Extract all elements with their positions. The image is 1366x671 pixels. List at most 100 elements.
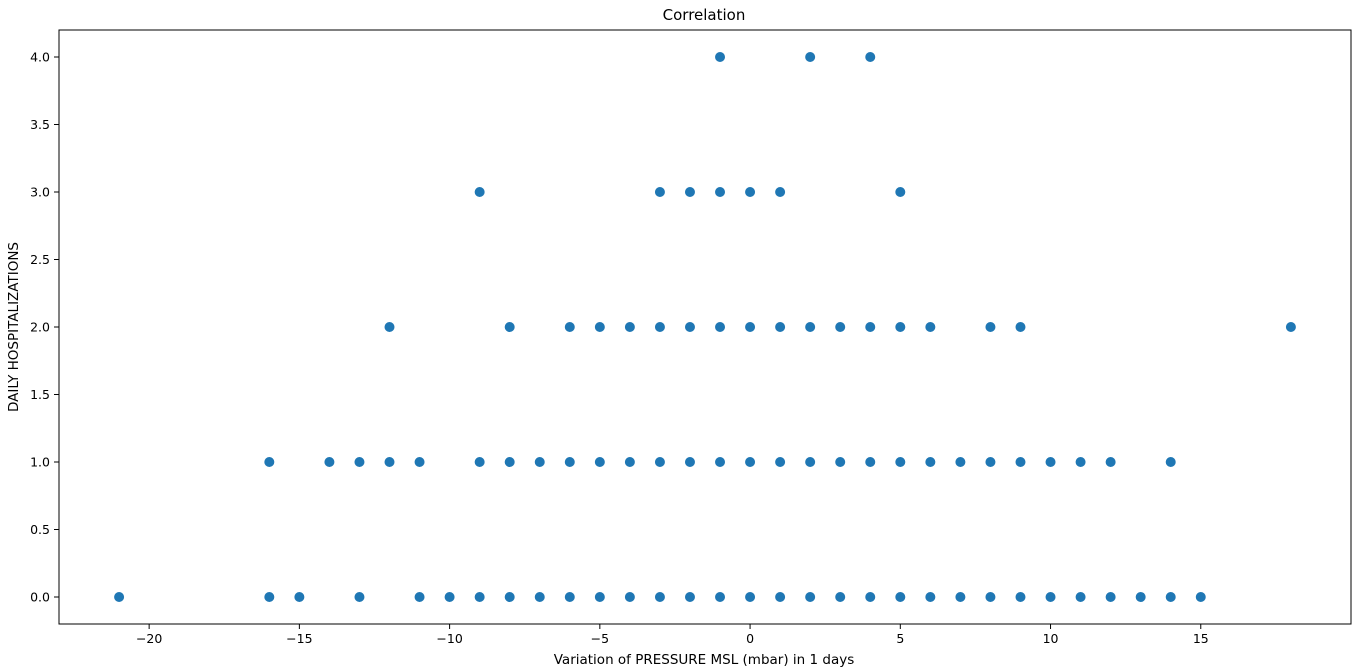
y-tick-label: 0.0: [30, 590, 50, 605]
data-point: [564, 457, 575, 467]
data-point: [775, 187, 786, 197]
x-tick-label: 15: [1193, 631, 1209, 646]
data-point: [594, 592, 605, 602]
data-point: [384, 322, 395, 332]
data-point: [414, 592, 425, 602]
data-point: [474, 592, 485, 602]
data-point: [805, 592, 816, 602]
data-point: [985, 457, 996, 467]
data-point: [1015, 322, 1026, 332]
data-point: [534, 592, 545, 602]
y-axis-label: DAILY HOSPITALIZATIONS: [6, 242, 22, 412]
data-point: [1135, 592, 1146, 602]
data-point: [654, 322, 665, 332]
data-point: [835, 322, 846, 332]
data-point: [745, 322, 756, 332]
data-point: [715, 187, 726, 197]
y-tick-label: 4.0: [30, 50, 50, 65]
data-point: [1105, 592, 1116, 602]
y-tick-label: 1.5: [30, 387, 50, 402]
data-point: [264, 457, 275, 467]
y-tick-label: 0.5: [30, 522, 50, 537]
x-axis-label: Variation of PRESSURE MSL (mbar) in 1 da…: [554, 652, 855, 668]
y-tick-label: 2.5: [30, 252, 50, 267]
data-point: [805, 457, 816, 467]
data-point: [955, 457, 966, 467]
data-point: [895, 592, 906, 602]
data-point: [925, 322, 936, 332]
data-point: [324, 457, 335, 467]
data-point: [775, 592, 786, 602]
data-point: [1045, 457, 1056, 467]
data-point: [564, 322, 575, 332]
data-point: [745, 457, 756, 467]
data-point: [985, 322, 996, 332]
data-point: [985, 592, 996, 602]
x-tick-label: −5: [591, 631, 609, 646]
data-point: [1165, 592, 1176, 602]
data-point: [865, 322, 876, 332]
data-point: [745, 592, 756, 602]
data-point: [1165, 457, 1176, 467]
data-point: [895, 457, 906, 467]
data-point: [775, 322, 786, 332]
data-point: [865, 592, 876, 602]
data-point: [504, 457, 515, 467]
data-point: [715, 592, 726, 602]
data-point: [1015, 592, 1026, 602]
data-point: [715, 457, 726, 467]
y-tick-label: 1.0: [30, 455, 50, 470]
data-point: [805, 52, 816, 62]
data-point: [534, 457, 545, 467]
data-point: [1045, 592, 1056, 602]
data-point: [504, 592, 515, 602]
x-axis-ticks: −20 −15 −10 −5 0 5 10 15: [136, 624, 1209, 646]
plot-area-frame: [58, 29, 1352, 625]
data-point: [594, 322, 605, 332]
x-tick-label: 10: [1043, 631, 1059, 646]
data-point: [745, 187, 756, 197]
data-point: [715, 52, 726, 62]
data-point: [925, 592, 936, 602]
data-point: [414, 457, 425, 467]
data-point: [865, 457, 876, 467]
data-point: [835, 592, 846, 602]
data-point: [955, 592, 966, 602]
data-point: [474, 187, 485, 197]
data-point: [294, 592, 305, 602]
data-point: [654, 457, 665, 467]
y-tick-label: 3.0: [30, 185, 50, 200]
data-point: [624, 592, 635, 602]
data-point: [654, 187, 665, 197]
data-point: [384, 457, 395, 467]
y-axis-ticks: 0.0 0.5 1.0 1.5 2.0 2.5 3.0 3.5 4.0: [30, 50, 59, 605]
data-point: [865, 52, 876, 62]
y-tick-label: 3.5: [30, 117, 50, 132]
data-point: [775, 457, 786, 467]
data-point: [1075, 592, 1086, 602]
data-point: [504, 322, 515, 332]
data-point: [925, 457, 936, 467]
data-point: [684, 187, 695, 197]
data-point: [895, 187, 906, 197]
data-point: [1075, 457, 1086, 467]
data-point: [594, 457, 605, 467]
data-point: [1015, 457, 1026, 467]
data-point: [895, 322, 906, 332]
data-point: [114, 592, 125, 602]
data-points: [114, 52, 1296, 602]
data-point: [474, 457, 485, 467]
data-point: [264, 592, 275, 602]
data-point: [684, 457, 695, 467]
x-tick-label: 0: [746, 631, 754, 646]
data-point: [564, 592, 575, 602]
x-tick-label: −15: [286, 631, 312, 646]
data-point: [684, 322, 695, 332]
data-point: [354, 457, 365, 467]
data-point: [654, 592, 665, 602]
data-point: [354, 592, 365, 602]
data-point: [1195, 592, 1206, 602]
data-point: [835, 457, 846, 467]
data-point: [1105, 457, 1116, 467]
